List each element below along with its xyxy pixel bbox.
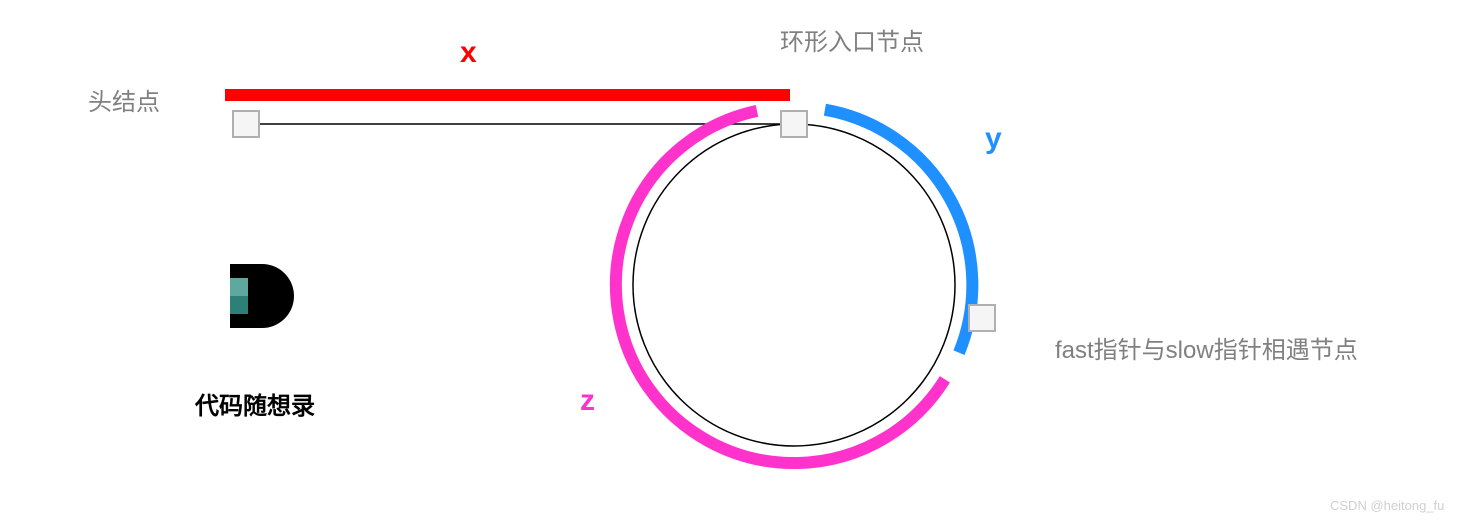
watermark: CSDN @heitong_fu [1330, 498, 1444, 513]
logo-d-icon [230, 264, 294, 328]
loop-entry-label: 环形入口节点 [780, 22, 924, 57]
x-label: x [460, 36, 477, 70]
diagram-canvas [0, 0, 1484, 526]
z-label: z [580, 384, 595, 418]
logo-text: 代码随想录 [195, 386, 315, 421]
head-node-box [232, 110, 260, 138]
loop-entry-node-box [780, 110, 808, 138]
meeting-point-label: fast指针与slow指针相遇节点 [1055, 330, 1358, 365]
brand-logo [230, 264, 294, 328]
y-label: y [985, 122, 1002, 156]
head-node-label: 头结点 [88, 82, 160, 117]
meeting-node-box [968, 304, 996, 332]
y-arc [825, 110, 972, 353]
loop-circle [633, 124, 955, 446]
